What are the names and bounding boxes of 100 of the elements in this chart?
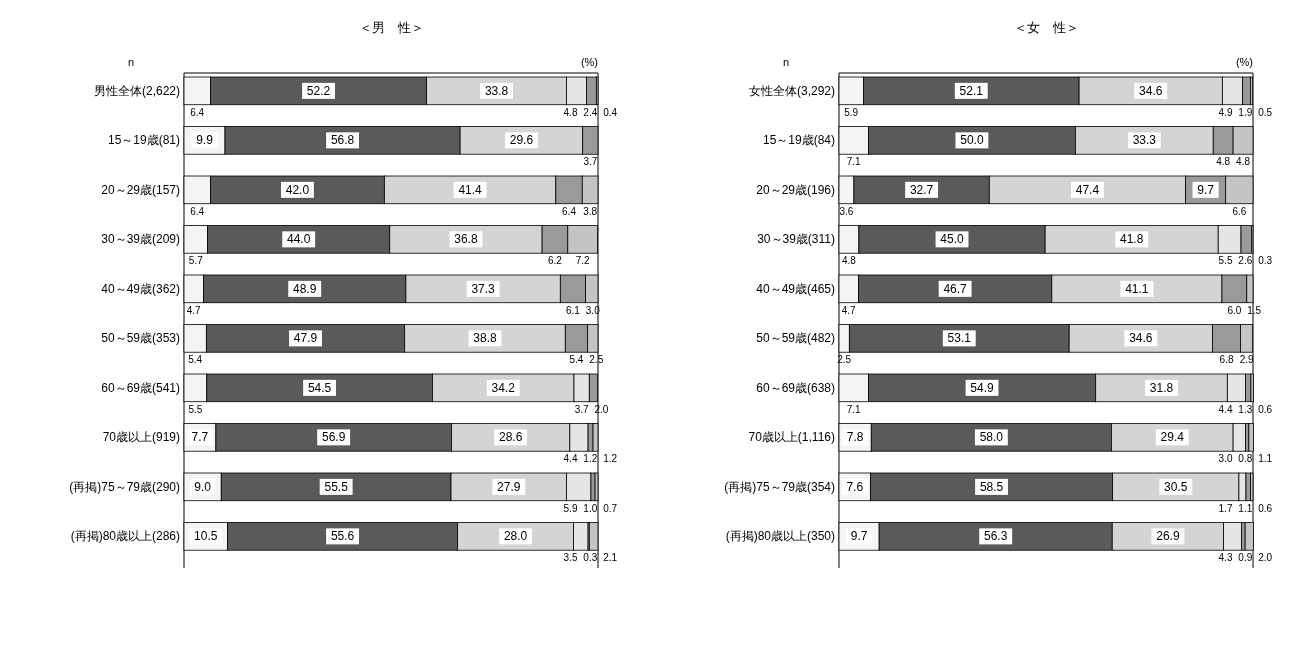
data-label: 54.5	[307, 380, 332, 395]
data-label: 33.3	[1132, 133, 1157, 148]
data-label: 26.9	[1156, 529, 1180, 544]
y-tick-label: 20～29歳(196)	[756, 182, 835, 197]
y-tick-label: (再掲)75～79歳(354)	[724, 479, 835, 494]
data-label: 1.1	[1238, 502, 1253, 514]
y-tick-label: 70歳以上(1,116)	[748, 430, 835, 445]
data-label: 45.0	[940, 232, 965, 247]
data-label: 46.7	[943, 281, 968, 296]
data-label: 2.4	[583, 106, 598, 118]
data-label: 6.2	[547, 255, 563, 267]
data-label: 5.5	[1218, 255, 1233, 267]
data-label: 27.9	[497, 479, 521, 494]
data-label: 6.4	[190, 106, 205, 118]
y-tick-label: 女性全体(3,292)	[748, 83, 835, 98]
chart-title: ＜女 性＞	[1013, 20, 1079, 35]
data-label: 28.6	[498, 430, 523, 445]
y-tick-label: 30～39歳(311)	[757, 232, 835, 247]
data-label: 3.0	[585, 304, 601, 316]
data-label: 7.1	[846, 156, 862, 168]
data-label: 3.8	[583, 205, 598, 217]
data-label: 55.6	[330, 529, 355, 544]
data-label: 36.8	[454, 232, 478, 247]
data-label: 7.8	[846, 430, 864, 445]
data-label: 6.1	[566, 304, 581, 316]
data-label: 1.0	[583, 502, 598, 514]
data-label: 56.9	[321, 430, 346, 445]
data-label: 0.6	[1258, 403, 1273, 415]
data-label: 4.4	[563, 453, 578, 465]
data-label: 7.1	[846, 403, 862, 415]
data-label: 3.7	[574, 403, 590, 415]
data-label: 1.2	[583, 453, 598, 465]
data-label: 4.7	[841, 304, 857, 316]
y-tick-label: 30～39歳(209)	[101, 232, 180, 247]
data-label: 3.0	[1218, 453, 1233, 465]
data-label: 32.7	[909, 182, 934, 197]
y-tick-label: 15～19歳(84)	[762, 133, 835, 148]
data-label: 1.2	[603, 453, 618, 465]
chart-title: ＜男 性＞	[358, 20, 424, 35]
data-label: 0.3	[583, 552, 598, 564]
data-label: 54.9	[970, 380, 995, 395]
data-label: 34.6	[1129, 331, 1153, 346]
data-label: 5.9	[563, 502, 578, 514]
data-label: 2.5	[589, 354, 604, 366]
data-label: 1.3	[1238, 403, 1253, 415]
data-label: 0.4	[603, 106, 618, 118]
data-label: 4.8	[841, 255, 857, 267]
text: (%)	[580, 56, 598, 68]
data-label: 3.5	[563, 552, 578, 564]
data-label: 4.3	[1218, 552, 1233, 564]
data-label: 55.5	[324, 479, 349, 494]
data-label: 2.0	[1258, 552, 1273, 564]
data-label: 50.0	[960, 133, 984, 148]
y-tick-label: (再掲)75～79歳(290)	[69, 479, 180, 494]
y-tick-label: 70歳以上(919)	[102, 430, 180, 445]
data-label: 1.7	[1218, 502, 1233, 514]
data-label: 42.0	[285, 182, 310, 197]
data-label: 7.6	[846, 479, 864, 494]
data-label: 28.0	[503, 529, 528, 544]
y-tick-label: (再掲)80歳以上(286)	[70, 529, 180, 544]
data-label: 58.5	[979, 479, 1004, 494]
data-label: 34.2	[491, 380, 516, 395]
data-label: 4.4	[1218, 403, 1233, 415]
y-tick-label: 40～49歳(465)	[756, 281, 835, 296]
data-label: 9.7	[1197, 182, 1215, 197]
data-label: 4.9	[1218, 106, 1233, 118]
text: n	[783, 56, 790, 68]
data-label: 10.5	[194, 529, 218, 544]
data-label: 6.8	[1219, 354, 1234, 366]
y-tick-label: 40～49歳(362)	[101, 281, 180, 296]
data-label: 1.5	[1247, 304, 1262, 316]
data-label: 34.6	[1139, 83, 1163, 98]
data-label: 5.4	[569, 354, 584, 366]
data-label: 5.9	[844, 106, 859, 118]
data-label: 41.8	[1120, 232, 1144, 247]
data-label: 37.3	[471, 281, 496, 296]
data-label: 2.0	[594, 403, 609, 415]
data-label: 0.8	[1238, 453, 1253, 465]
data-label: 3.7	[583, 156, 598, 168]
data-label: 9.9	[196, 133, 214, 148]
data-label: 4.7	[186, 304, 202, 316]
data-label: 3.6	[839, 205, 854, 217]
data-label: 47.4	[1075, 182, 1100, 197]
text: (%)	[1235, 56, 1253, 68]
data-label: 41.1	[1125, 281, 1149, 296]
data-label: 0.7	[603, 502, 618, 514]
y-tick-label: 50～59歳(482)	[756, 331, 835, 346]
data-label: 5.7	[188, 255, 204, 267]
data-label: 0.3	[1258, 255, 1273, 267]
data-label: 6.4	[562, 205, 577, 217]
data-label: 6.4	[190, 205, 205, 217]
data-label: 2.1	[603, 552, 618, 564]
data-label: 6.6	[1232, 205, 1247, 217]
y-tick-label: 60～69歳(638)	[756, 380, 835, 395]
data-label: 44.0	[287, 232, 311, 247]
data-label: 4.8	[1216, 156, 1231, 168]
data-label: 2.9	[1239, 354, 1254, 366]
data-label: 41.4	[458, 182, 483, 197]
y-tick-label: (再掲)80歳以上(350)	[725, 529, 835, 544]
data-label: 31.8	[1149, 380, 1174, 395]
